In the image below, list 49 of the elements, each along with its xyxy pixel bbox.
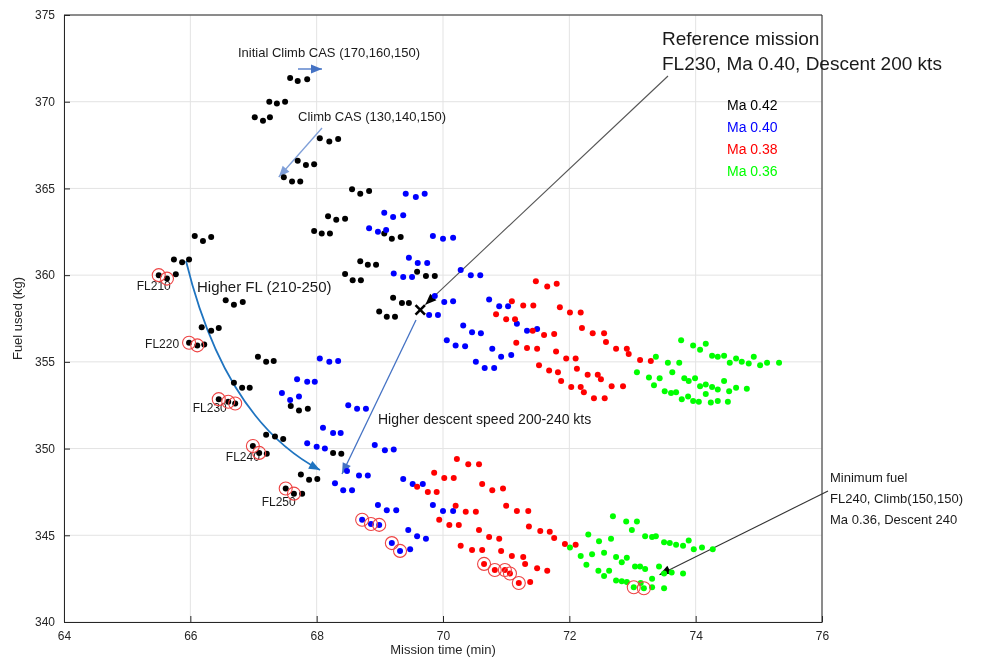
point xyxy=(497,562,512,578)
annotation: FL240 xyxy=(225,449,261,464)
text: Ma 0.38 xyxy=(727,141,778,157)
point xyxy=(502,566,518,581)
point xyxy=(190,338,205,353)
y-axis-title: Fuel used (kg) xyxy=(10,276,25,361)
annotation: Reference mission FL230, Ma 0.40, Descent 200 kts xyxy=(662,28,942,74)
x-tick-label: 66 xyxy=(184,628,198,643)
y-tick-label: 350 xyxy=(34,441,56,456)
y-tick-label: 375 xyxy=(34,8,56,23)
point xyxy=(363,516,379,532)
annotation: Initial Climb CAS (170,160,150) xyxy=(238,45,421,60)
y-tick-label: 345 xyxy=(34,528,56,543)
annotation: FL230 xyxy=(192,401,228,416)
y-tick-label: 370 xyxy=(34,95,56,110)
point xyxy=(384,536,399,551)
text: Ma 0.42 xyxy=(727,97,778,113)
x-tick-label: 72 xyxy=(563,628,577,643)
annotation: Higher FL (210-250) xyxy=(197,278,332,295)
y-tick-label: 360 xyxy=(34,268,56,283)
text: Ma 0.40 xyxy=(727,119,778,135)
point xyxy=(414,303,427,316)
point xyxy=(182,335,197,350)
x-axis-title: Mission time (min) xyxy=(390,642,496,657)
point xyxy=(511,575,526,591)
y-tick-label: 355 xyxy=(34,355,56,370)
x-tick-label: 64 xyxy=(57,628,72,643)
y-tick-label: 365 xyxy=(34,181,56,196)
point xyxy=(355,512,370,527)
x-tick-label: 68 xyxy=(310,628,325,643)
point xyxy=(487,562,502,578)
point xyxy=(636,581,651,596)
y-tick-label: 340 xyxy=(34,615,56,630)
annotation: Climb CAS (130,140,150) xyxy=(298,109,447,124)
annotation: FL250 xyxy=(261,495,297,510)
point xyxy=(228,396,243,411)
point xyxy=(477,556,492,571)
x-tick-label: 74 xyxy=(689,628,704,643)
point xyxy=(393,543,408,558)
text: Ma 0.36 xyxy=(727,163,778,179)
annotation: Minimum fuel FL240, Climb(150,150) Ma 0.36, Descent 240 xyxy=(830,470,963,527)
point xyxy=(372,517,387,532)
annotation: FL210 xyxy=(136,279,172,294)
annotation: Higher descent speed 200-240 kts xyxy=(378,411,592,427)
x-tick-label: 70 xyxy=(436,628,451,643)
point xyxy=(278,481,293,496)
x-tick-label: 76 xyxy=(815,628,830,643)
annotation: FL220 xyxy=(145,336,180,351)
point xyxy=(626,580,641,595)
